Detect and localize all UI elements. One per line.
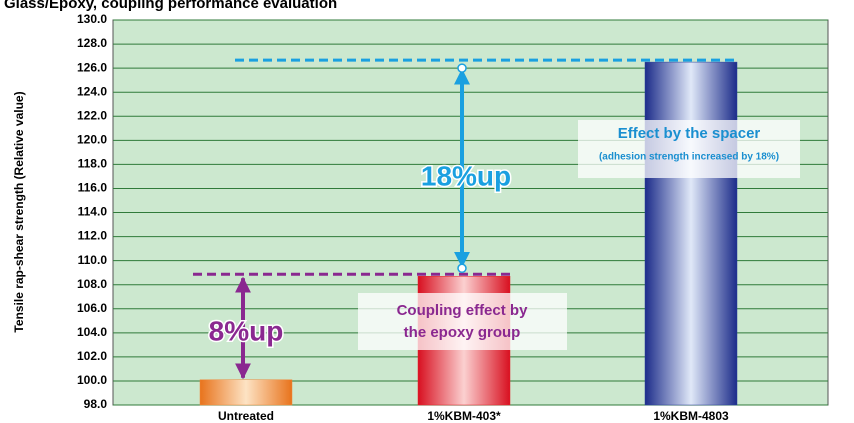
y-tick-label: 98.0	[84, 397, 108, 411]
arrow-end	[457, 263, 467, 274]
annotation: Effect by the spacer	[618, 125, 761, 142]
x-tick-label: Untreated	[218, 409, 274, 423]
y-tick-label: 126.0	[77, 60, 107, 74]
y-tick-label: 106.0	[77, 301, 107, 315]
annotation: (adhesion strength increased by 18%)	[599, 152, 779, 163]
y-tick-label: 116.0	[78, 181, 108, 195]
annotation: 18%up	[421, 160, 511, 191]
y-tick-label: 108.0	[77, 277, 107, 291]
annotation: Coupling effect by	[397, 302, 528, 319]
bar	[199, 379, 293, 406]
x-tick-label: 1%KBM-4803	[653, 409, 729, 423]
y-tick-label: 104.0	[77, 325, 107, 339]
y-tick-label: 124.0	[77, 84, 107, 98]
y-tick-label: 128.0	[77, 36, 107, 50]
annotation-box	[578, 120, 800, 178]
annotation: the epoxy group	[404, 324, 521, 341]
y-tick-label: 100.0	[77, 373, 107, 387]
y-tick-label: 118.0	[78, 157, 108, 171]
y-tick-label: 112.0	[78, 229, 108, 243]
arrow-end	[457, 63, 467, 73]
y-tick-label: 114.0	[78, 205, 108, 219]
annotation-box	[358, 293, 567, 350]
y-tick-label: 120.0	[77, 132, 107, 146]
annotation: 8%up	[209, 315, 284, 346]
bar	[644, 61, 738, 406]
y-tick-label: 110.0	[78, 253, 108, 267]
y-tick-label: 102.0	[77, 349, 107, 363]
chart-title: Glass/Epoxy, coupling performance evalua…	[4, 0, 337, 12]
y-tick-label: 130.0	[77, 12, 107, 26]
x-tick-label: 1%KBM-403*	[427, 409, 501, 423]
y-tick-label: 122.0	[77, 108, 107, 122]
y-axis-label: Tensile rap-shear strength (Relative val…	[12, 91, 26, 332]
